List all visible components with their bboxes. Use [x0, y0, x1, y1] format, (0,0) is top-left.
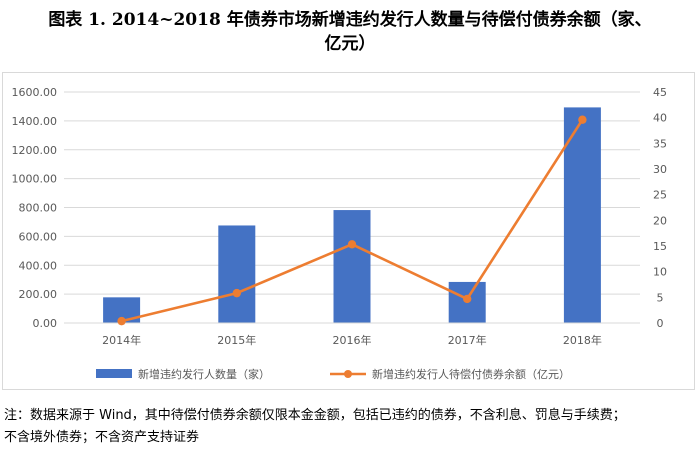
line-point: [117, 316, 126, 326]
y-left-tick-label: 600.00: [19, 230, 58, 243]
y-right-tick-label: 40: [653, 112, 667, 125]
y-left-tick-label: 1000.00: [12, 173, 58, 186]
line-point: [463, 294, 472, 304]
line-point: [232, 288, 241, 298]
y-left-tick-label: 1400.00: [12, 115, 58, 128]
footnote: 注：数据来源于 Wind，其中待偿付债券余额仅限本金金额，包括已违约的债券，不含…: [4, 405, 696, 449]
line-point: [578, 115, 587, 124]
x-tick-label: 2016年: [333, 333, 372, 347]
y-right-tick-label: 10: [653, 266, 667, 279]
footnote-line-1: 注：数据来源于 Wind，其中待偿付债券余额仅限本金金额，包括已违约的债券，不含…: [4, 408, 626, 423]
chart-title: 图表 1. 2014~2018 年债券市场新增违约发行人数量与待偿付债券余额（家…: [0, 8, 700, 56]
y-left-tick-label: 0.00: [33, 317, 58, 330]
chart-title-line-1: 图表 1. 2014~2018 年债券市场新增违约发行人数量与待偿付债券余额（家…: [48, 10, 652, 30]
x-tick-label: 2018年: [563, 333, 602, 347]
x-tick-label: 2017年: [448, 333, 487, 347]
y-right-tick-label: 5: [657, 291, 664, 304]
legend-label-bar: 新增违约发行人数量（家）: [138, 367, 270, 381]
footnote-line-2: 不含境外债券；不含资产支持证券: [4, 430, 200, 445]
x-tick-label: 2015年: [217, 333, 256, 347]
bar: [563, 107, 601, 324]
y-right-tick-label: 25: [653, 189, 667, 202]
y-right-tick-label: 35: [653, 137, 667, 150]
y-right-tick-label: 45: [653, 86, 667, 99]
y-right-tick-label: 0: [657, 317, 664, 330]
bar: [333, 210, 371, 323]
y-left-tick-label: 200.00: [19, 288, 58, 301]
line-point: [347, 240, 357, 249]
x-tick-label: 2014年: [102, 333, 141, 347]
chart-title-line-2: 亿元）: [324, 34, 376, 54]
legend-label-line: 新增违约发行人待偿付债券余额（亿元）: [372, 367, 570, 381]
y-left-tick-label: 400.00: [19, 259, 58, 272]
y-right-tick-label: 20: [653, 214, 667, 227]
legend-swatch-bar: [96, 369, 132, 378]
y-left-tick-label: 1600.00: [12, 86, 58, 99]
y-right-tick-label: 30: [653, 163, 667, 176]
bar: [218, 225, 256, 323]
y-right-tick-label: 15: [653, 240, 667, 253]
legend-marker-line: [344, 370, 352, 378]
y-left-tick-label: 800.00: [19, 202, 58, 215]
y-left-tick-label: 1200.00: [12, 144, 58, 157]
chart-frame: [2, 72, 695, 390]
